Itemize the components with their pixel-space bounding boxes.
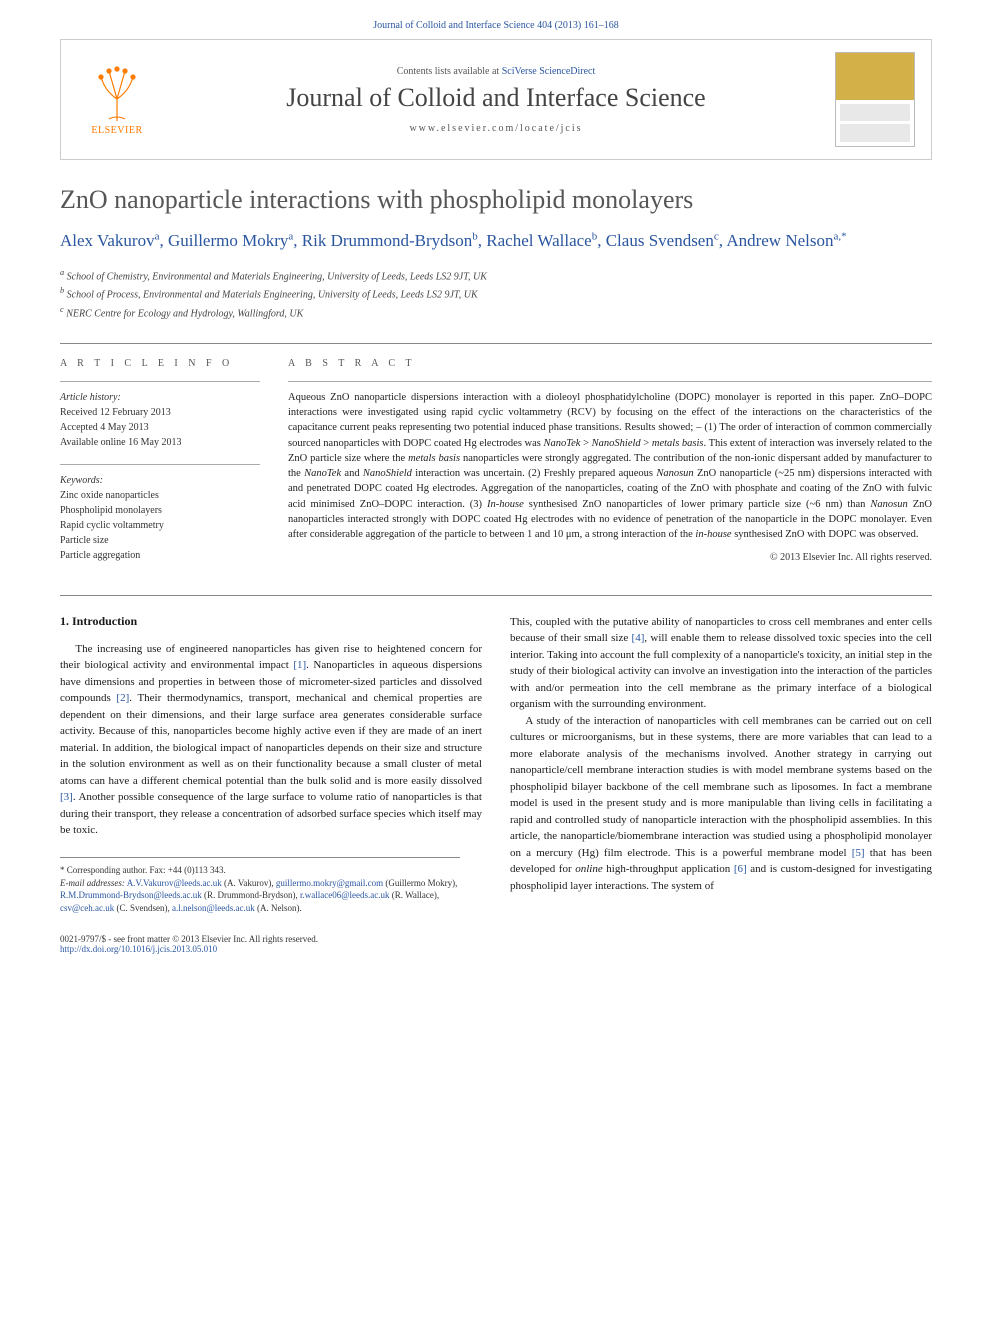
banner-center: Contents lists available at SciVerse Sci… xyxy=(157,66,835,134)
email-addresses: E-mail addresses: A.V.Vakurov@leeds.ac.u… xyxy=(60,877,460,915)
journal-cover-thumbnail xyxy=(835,52,915,147)
left-column: 1. Introduction The increasing use of en… xyxy=(60,614,482,914)
author[interactable]: Rik Drummond-Brydson xyxy=(302,231,472,250)
keyword: Particle size xyxy=(60,533,260,548)
email-link[interactable]: guillermo.mokry@gmail.com xyxy=(276,878,383,888)
citation-ref[interactable]: [6] xyxy=(734,863,747,875)
history-line: Accepted 4 May 2013 xyxy=(60,420,260,435)
article-history: Article history: Received 12 February 20… xyxy=(60,390,260,450)
article-head: ZnO nanoparticle interactions with phosp… xyxy=(0,184,992,321)
history-line: Available online 16 May 2013 xyxy=(60,435,260,450)
affiliation: c NERC Centre for Ecology and Hydrology,… xyxy=(60,304,932,321)
author[interactable]: Alex Vakurov xyxy=(60,231,155,250)
page-footer: 0021-9797/$ - see front matter © 2013 El… xyxy=(0,914,992,978)
journal-homepage[interactable]: www.elsevier.com/locate/jcis xyxy=(157,123,835,134)
abstract-text: Aqueous ZnO nanoparticle dispersions int… xyxy=(288,390,932,542)
abstract-column: A B S T R A C T Aqueous ZnO nanoparticle… xyxy=(288,358,932,577)
abstract-heading: A B S T R A C T xyxy=(288,358,932,369)
article-title: ZnO nanoparticle interactions with phosp… xyxy=(60,184,932,215)
citation-text: Journal of Colloid and Interface Science… xyxy=(373,20,619,31)
info-abstract-row: A R T I C L E I N F O Article history: R… xyxy=(0,344,992,595)
author[interactable]: Claus Svendsen xyxy=(606,231,714,250)
author-list: Alex Vakurova, Guillermo Mokrya, Rik Dru… xyxy=(60,229,932,253)
publisher-logo-block: ELSEVIER xyxy=(77,63,157,136)
publisher-name: ELSEVIER xyxy=(91,125,142,136)
keywords-block: Keywords: Zinc oxide nanoparticlesPhosph… xyxy=(60,473,260,563)
page-citation-header: Journal of Colloid and Interface Science… xyxy=(0,0,992,39)
body-para-left: The increasing use of engineered nanopar… xyxy=(60,641,482,839)
email-link[interactable]: csv@ceh.ac.uk xyxy=(60,903,114,913)
section-heading: 1. Introduction xyxy=(60,614,482,629)
keyword: Zinc oxide nanoparticles xyxy=(60,488,260,503)
citation-ref[interactable]: [2] xyxy=(116,692,129,704)
journal-banner: ELSEVIER Contents lists available at Sci… xyxy=(60,39,932,160)
right-column: This, coupled with the putative ability … xyxy=(510,614,932,914)
body-para-right-2: A study of the interaction of nanopartic… xyxy=(510,713,932,895)
corresponding-author: * Corresponding author. Fax: +44 (0)113 … xyxy=(60,864,460,877)
author[interactable]: Rachel Wallace xyxy=(486,231,591,250)
elsevier-tree-icon xyxy=(87,63,147,123)
affiliation: a School of Chemistry, Environmental and… xyxy=(60,267,932,284)
contents-line: Contents lists available at SciVerse Sci… xyxy=(157,66,835,77)
citation-ref[interactable]: [4] xyxy=(632,632,645,644)
citation-ref[interactable]: [1] xyxy=(293,659,306,671)
author[interactable]: Andrew Nelson xyxy=(726,231,833,250)
keyword: Rapid cyclic voltammetry xyxy=(60,518,260,533)
sciencedirect-link[interactable]: SciVerse ScienceDirect xyxy=(502,66,596,77)
email-link[interactable]: a.l.nelson@leeds.ac.uk xyxy=(172,903,255,913)
affiliations: a School of Chemistry, Environmental and… xyxy=(60,267,932,321)
footer-left: 0021-9797/$ - see front matter © 2013 El… xyxy=(60,934,318,954)
body-para-right-1: This, coupled with the putative ability … xyxy=(510,614,932,713)
body-columns: 1. Introduction The increasing use of en… xyxy=(0,596,992,914)
doi-link[interactable]: http://dx.doi.org/10.1016/j.jcis.2013.05… xyxy=(60,944,217,954)
citation-ref[interactable]: [5] xyxy=(852,847,865,859)
email-link[interactable]: r.wallace06@leeds.ac.uk xyxy=(300,890,390,900)
email-link[interactable]: A.V.Vakurov@leeds.ac.uk xyxy=(127,878,222,888)
citation-ref[interactable]: [3] xyxy=(60,791,73,803)
keyword: Phospholipid monolayers xyxy=(60,503,260,518)
cover-bot xyxy=(836,100,914,146)
footnotes: * Corresponding author. Fax: +44 (0)113 … xyxy=(60,857,460,914)
affiliation: b School of Process, Environmental and M… xyxy=(60,285,932,302)
history-line: Received 12 February 2013 xyxy=(60,405,260,420)
journal-name: Journal of Colloid and Interface Science xyxy=(157,83,835,113)
article-info-heading: A R T I C L E I N F O xyxy=(60,358,260,369)
email-link[interactable]: R.M.Drummond-Brydson@leeds.ac.uk xyxy=(60,890,202,900)
article-info-column: A R T I C L E I N F O Article history: R… xyxy=(60,358,260,577)
author[interactable]: Guillermo Mokry xyxy=(168,231,288,250)
abstract-copyright: © 2013 Elsevier Inc. All rights reserved… xyxy=(288,552,932,563)
cover-top xyxy=(836,53,914,100)
keyword: Particle aggregation xyxy=(60,548,260,563)
